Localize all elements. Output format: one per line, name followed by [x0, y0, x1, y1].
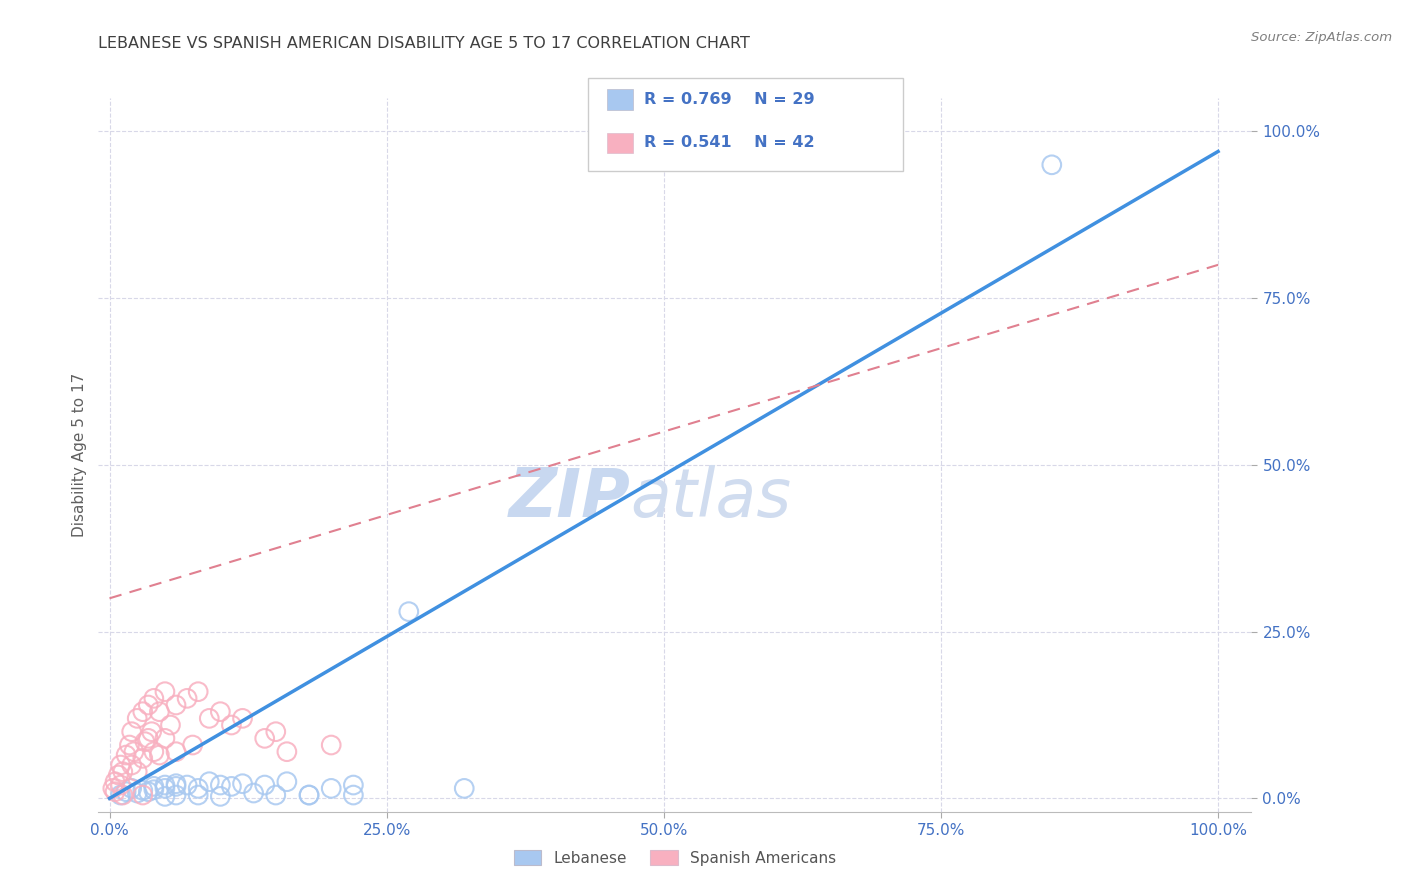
Point — [264, 788, 287, 802]
Text: ZIP: ZIP — [509, 466, 630, 532]
Point — [153, 731, 176, 746]
Point — [342, 778, 364, 792]
Point — [253, 731, 276, 746]
Point — [153, 781, 176, 796]
Point — [142, 745, 165, 759]
Point — [221, 780, 243, 794]
Point — [298, 788, 321, 802]
Point — [231, 711, 254, 725]
Point — [142, 691, 165, 706]
Point — [118, 738, 141, 752]
Point — [115, 785, 138, 799]
Point — [122, 745, 145, 759]
Point — [276, 745, 298, 759]
Point — [148, 747, 170, 762]
Y-axis label: Disability Age 5 to 17: Disability Age 5 to 17 — [72, 373, 87, 537]
Point — [176, 778, 198, 792]
Point — [132, 751, 155, 765]
Point — [253, 778, 276, 792]
Text: R = 0.541    N = 42: R = 0.541 N = 42 — [644, 136, 814, 151]
Point — [187, 684, 209, 698]
Point — [453, 781, 475, 796]
Point — [198, 774, 221, 789]
Text: Source: ZipAtlas.com: Source: ZipAtlas.com — [1251, 31, 1392, 45]
Point — [231, 777, 254, 791]
Point — [127, 711, 149, 725]
Point — [132, 783, 155, 797]
Point — [221, 718, 243, 732]
Point — [209, 705, 232, 719]
Point — [136, 785, 159, 799]
Point — [121, 758, 143, 772]
Point — [165, 780, 187, 794]
Point — [132, 788, 155, 802]
Point — [121, 724, 143, 739]
Point — [142, 780, 165, 794]
Text: atlas: atlas — [630, 466, 792, 532]
Point — [276, 774, 298, 789]
Point — [176, 691, 198, 706]
Point — [1040, 158, 1063, 172]
Point — [165, 698, 187, 712]
Point — [165, 777, 187, 791]
Point — [136, 698, 159, 712]
Point — [141, 724, 163, 739]
Point — [198, 711, 221, 725]
Point — [104, 774, 127, 789]
Point — [209, 789, 232, 804]
Point — [110, 778, 132, 792]
Point — [110, 758, 132, 772]
Point — [153, 684, 176, 698]
Point — [298, 788, 321, 802]
Point — [111, 764, 134, 779]
Point — [159, 718, 181, 732]
Point — [153, 778, 176, 792]
Point — [136, 731, 159, 746]
Point — [132, 705, 155, 719]
Text: LEBANESE VS SPANISH AMERICAN DISABILITY AGE 5 TO 17 CORRELATION CHART: LEBANESE VS SPANISH AMERICAN DISABILITY … — [98, 36, 751, 51]
Point — [111, 788, 134, 802]
Point — [321, 738, 343, 752]
Point — [101, 781, 124, 796]
Point — [121, 781, 143, 796]
Point — [264, 724, 287, 739]
Point — [153, 789, 176, 804]
Point — [127, 786, 149, 800]
Point — [104, 785, 127, 799]
Point — [127, 764, 149, 779]
Point — [134, 734, 156, 748]
Point — [110, 788, 132, 802]
Point — [165, 745, 187, 759]
Legend: Lebanese, Spanish Americans: Lebanese, Spanish Americans — [508, 844, 842, 871]
Point — [115, 747, 138, 762]
Point — [321, 781, 343, 796]
Point — [165, 788, 187, 802]
Point — [342, 788, 364, 802]
Point — [398, 605, 420, 619]
Text: R = 0.769    N = 29: R = 0.769 N = 29 — [644, 92, 814, 107]
Point — [142, 782, 165, 797]
Point — [209, 778, 232, 792]
Point — [107, 768, 129, 782]
Point — [242, 786, 264, 800]
Point — [181, 738, 204, 752]
Point — [148, 705, 170, 719]
Point — [187, 781, 209, 796]
Point — [187, 788, 209, 802]
